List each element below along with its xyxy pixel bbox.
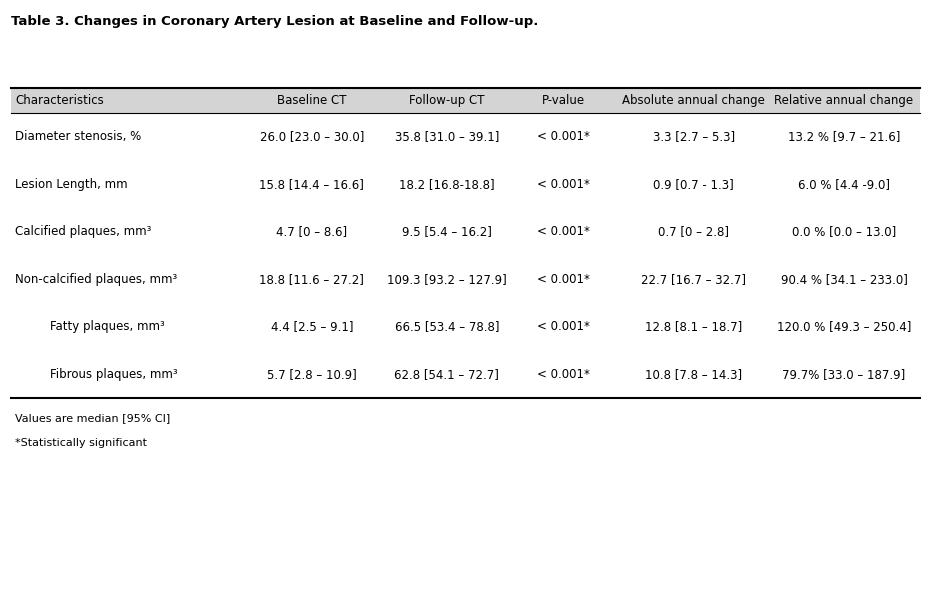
Text: Relative annual change: Relative annual change xyxy=(775,94,913,107)
Text: Calcified plaques, mm³: Calcified plaques, mm³ xyxy=(15,225,151,239)
Text: 120.0 % [49.3 – 250.4]: 120.0 % [49.3 – 250.4] xyxy=(776,320,911,334)
Text: Follow-up CT: Follow-up CT xyxy=(409,94,485,107)
Text: 109.3 [93.2 – 127.9]: 109.3 [93.2 – 127.9] xyxy=(387,273,506,286)
Text: Lesion Length, mm: Lesion Length, mm xyxy=(15,178,128,191)
Text: < 0.001*: < 0.001* xyxy=(537,225,589,239)
Text: Fibrous plaques, mm³: Fibrous plaques, mm³ xyxy=(50,368,178,381)
Text: 4.4 [2.5 – 9.1]: 4.4 [2.5 – 9.1] xyxy=(271,320,353,334)
Text: 3.3 [2.7 – 5.3]: 3.3 [2.7 – 5.3] xyxy=(653,130,735,143)
Text: 4.7 [0 – 8.6]: 4.7 [0 – 8.6] xyxy=(277,225,347,239)
Text: 0.9 [0.7 - 1.3]: 0.9 [0.7 - 1.3] xyxy=(654,178,734,191)
Text: *Statistically significant: *Statistically significant xyxy=(15,438,147,448)
Text: < 0.001*: < 0.001* xyxy=(537,178,589,191)
Text: 13.2 % [9.7 – 21.6]: 13.2 % [9.7 – 21.6] xyxy=(788,130,900,143)
Text: Characteristics: Characteristics xyxy=(15,94,103,107)
Text: 18.8 [11.6 – 27.2]: 18.8 [11.6 – 27.2] xyxy=(260,273,364,286)
Text: < 0.001*: < 0.001* xyxy=(537,368,589,381)
Text: 22.7 [16.7 – 32.7]: 22.7 [16.7 – 32.7] xyxy=(641,273,746,286)
Text: 66.5 [53.4 – 78.8]: 66.5 [53.4 – 78.8] xyxy=(395,320,499,334)
Text: 9.5 [5.4 – 16.2]: 9.5 [5.4 – 16.2] xyxy=(402,225,492,239)
Text: Non-calcified plaques, mm³: Non-calcified plaques, mm³ xyxy=(15,273,177,286)
Text: 35.8 [31.0 – 39.1]: 35.8 [31.0 – 39.1] xyxy=(395,130,499,143)
Text: P-value: P-value xyxy=(542,94,585,107)
Text: < 0.001*: < 0.001* xyxy=(537,130,589,143)
Text: Fatty plaques, mm³: Fatty plaques, mm³ xyxy=(50,320,165,334)
Text: Values are median [95% CI]: Values are median [95% CI] xyxy=(15,414,170,423)
Text: 15.8 [14.4 – 16.6]: 15.8 [14.4 – 16.6] xyxy=(260,178,364,191)
Text: 18.2 [16.8-18.8]: 18.2 [16.8-18.8] xyxy=(399,178,494,191)
Text: Diameter stenosis, %: Diameter stenosis, % xyxy=(15,130,142,143)
Text: 0.7 [0 – 2.8]: 0.7 [0 – 2.8] xyxy=(658,225,729,239)
Text: 79.7% [33.0 – 187.9]: 79.7% [33.0 – 187.9] xyxy=(782,368,906,381)
Text: 26.0 [23.0 – 30.0]: 26.0 [23.0 – 30.0] xyxy=(260,130,364,143)
Text: < 0.001*: < 0.001* xyxy=(537,273,589,286)
Text: Table 3. Changes in Coronary Artery Lesion at Baseline and Follow-up.: Table 3. Changes in Coronary Artery Lesi… xyxy=(11,15,538,28)
Text: Baseline CT: Baseline CT xyxy=(277,94,346,107)
Text: 62.8 [54.1 – 72.7]: 62.8 [54.1 – 72.7] xyxy=(395,368,499,381)
Text: Absolute annual change: Absolute annual change xyxy=(622,94,765,107)
Text: 10.8 [7.8 – 14.3]: 10.8 [7.8 – 14.3] xyxy=(645,368,742,381)
Text: < 0.001*: < 0.001* xyxy=(537,320,589,334)
Text: 6.0 % [4.4 -9.0]: 6.0 % [4.4 -9.0] xyxy=(798,178,890,191)
Text: 5.7 [2.8 – 10.9]: 5.7 [2.8 – 10.9] xyxy=(267,368,357,381)
Text: 12.8 [8.1 – 18.7]: 12.8 [8.1 – 18.7] xyxy=(645,320,742,334)
Text: 0.0 % [0.0 – 13.0]: 0.0 % [0.0 – 13.0] xyxy=(792,225,896,239)
Text: 90.4 % [34.1 – 233.0]: 90.4 % [34.1 – 233.0] xyxy=(780,273,908,286)
